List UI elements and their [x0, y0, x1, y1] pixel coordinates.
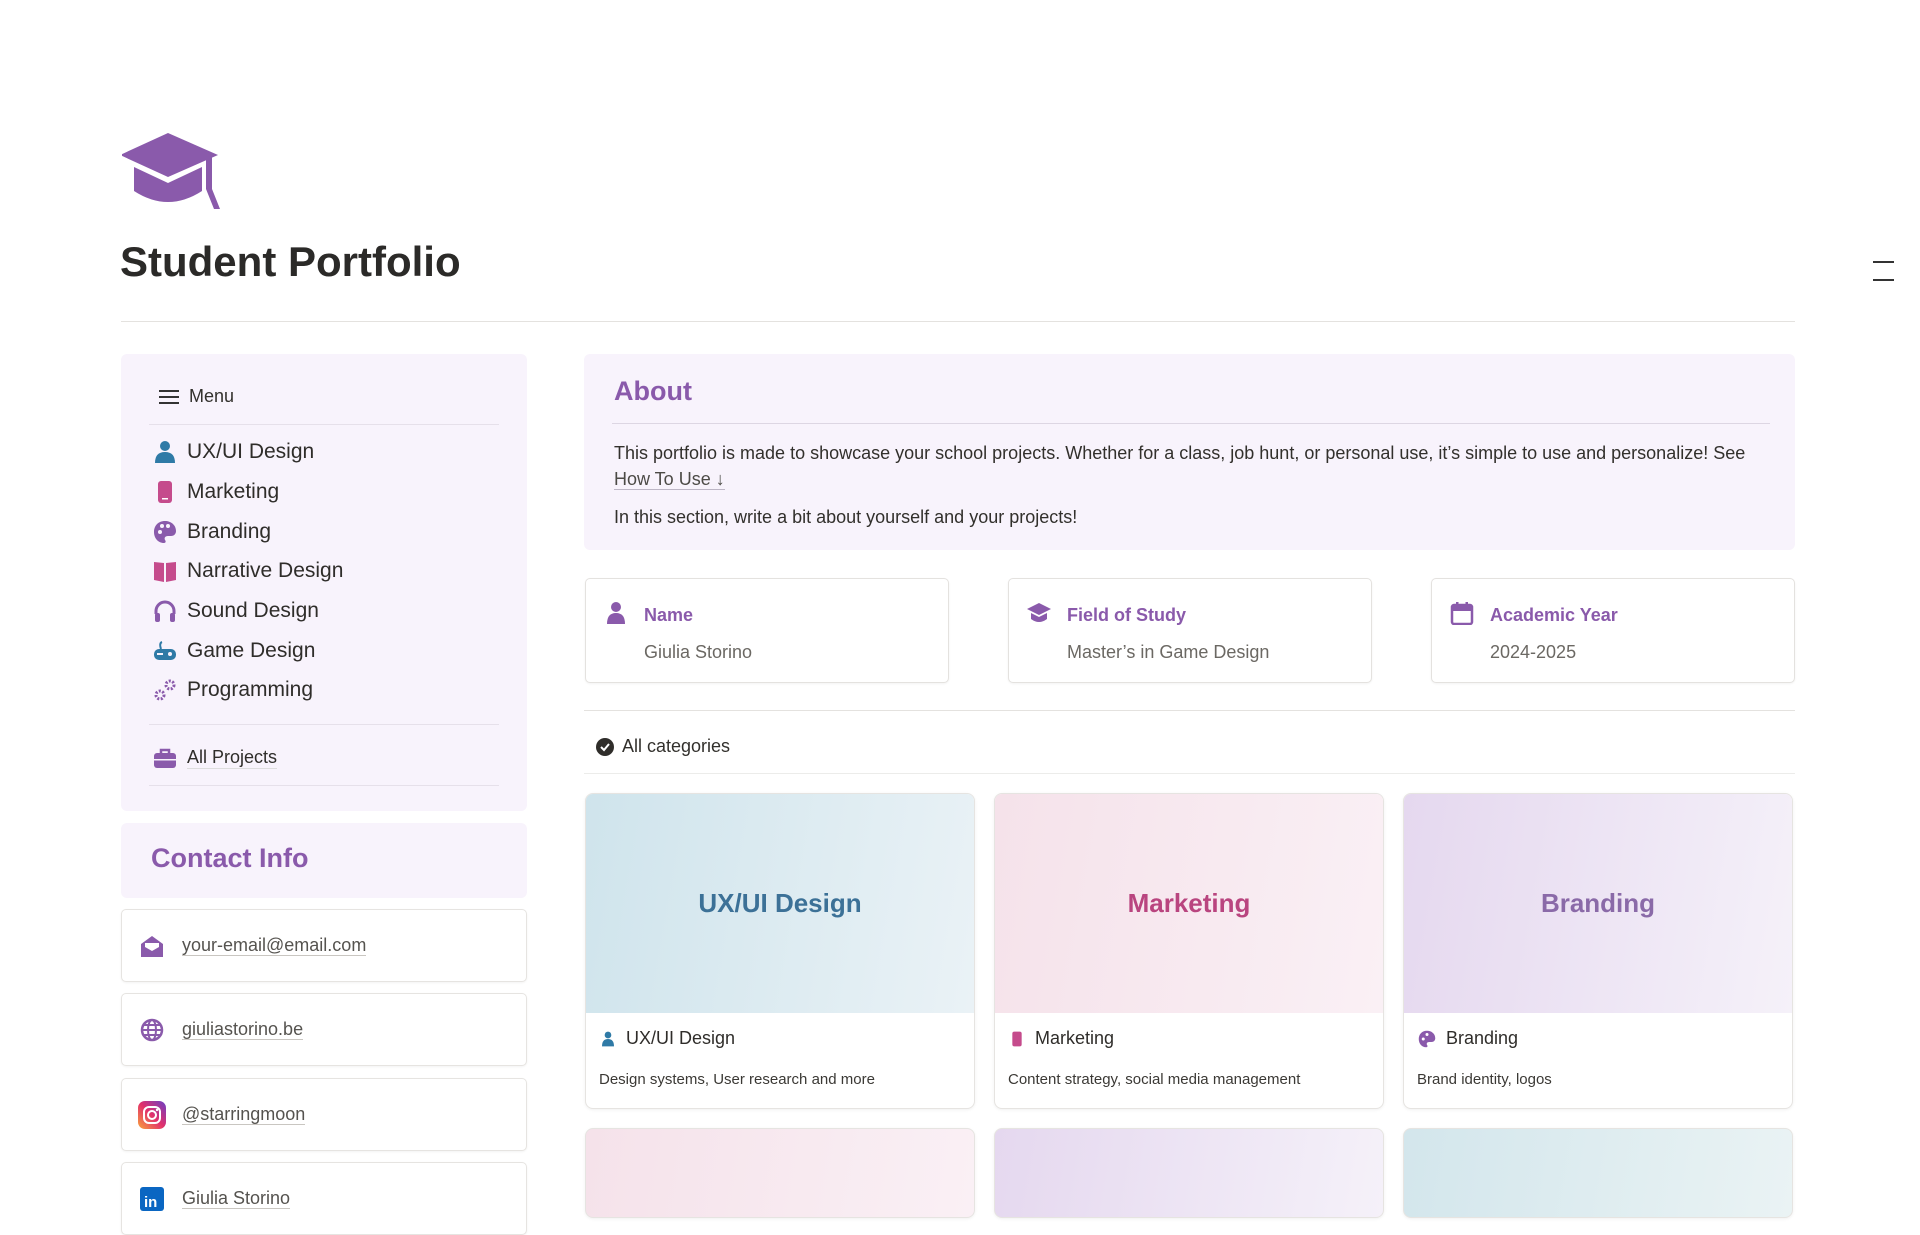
divider [612, 423, 1770, 424]
card-title: Branding [1418, 1028, 1518, 1049]
about-panel: About This portfolio is made to showcase… [584, 354, 1795, 550]
about-text-body: This portfolio is made to showcase your … [614, 443, 1746, 463]
card-cover: UX/UI Design [586, 794, 974, 1013]
gallery-card-branding[interactable]: Branding Branding Brand identity, logos [1403, 793, 1793, 1109]
page-title: Student Portfolio [120, 238, 461, 285]
linkedin-icon: in [140, 1187, 164, 1211]
envelope-open-icon [141, 936, 163, 957]
calendar-icon [1450, 602, 1474, 625]
menu-item-game-design[interactable]: Game Design [153, 639, 315, 663]
card-title-text: UX/UI Design [626, 1028, 736, 1048]
about-text: This portfolio is made to showcase your … [614, 440, 1764, 492]
divider [584, 710, 1795, 711]
graduation-cap-icon [122, 133, 220, 209]
card-cover: Marketing [995, 794, 1383, 1013]
info-value: Master’s in Game Design [1067, 642, 1270, 662]
menu-item-label: Game Design [187, 639, 316, 662]
divider [149, 785, 499, 786]
divider [149, 424, 499, 425]
menu-item-label: Narrative Design [187, 559, 344, 582]
menu-item-label: Programming [187, 678, 314, 701]
gallery-card[interactable] [994, 1128, 1384, 1218]
card-title: UX/UI Design [600, 1028, 735, 1049]
palette-icon [1418, 1030, 1436, 1047]
person-icon [607, 602, 625, 624]
contact-email[interactable]: your-email@email.com [121, 909, 527, 982]
contact-title: Contact Info [151, 843, 309, 873]
book-icon [154, 562, 176, 582]
info-card-name: Name Giulia Storino [585, 578, 949, 683]
gallery-card[interactable] [585, 1128, 975, 1218]
toc-marker[interactable] [1873, 279, 1894, 281]
person-icon [155, 441, 175, 463]
gallery-card-ux-ui[interactable]: UX/UI Design UX/UI Design Design systems… [585, 793, 975, 1109]
check-circle-icon [596, 737, 614, 756]
card-title-text: Branding [1446, 1028, 1519, 1048]
gallery-card[interactable] [1403, 1128, 1793, 1218]
instagram-link[interactable]: @starringmoon [182, 1104, 306, 1125]
menu-header: Menu [159, 386, 234, 407]
menu-item-label: Branding [187, 520, 272, 543]
info-value: 2024-2025 [1490, 642, 1577, 662]
menu-panel: Menu UX/UI Design Marketing Branding Nar… [121, 354, 527, 811]
all-projects-link[interactable]: All Projects [153, 746, 278, 770]
menu-item-programming[interactable]: Programming [153, 678, 313, 702]
card-description: Design systems, User research and more [599, 1071, 875, 1088]
info-card-field-of-study: Field of Study Master’s in Game Design [1008, 578, 1372, 683]
menu-item-label: Sound Design [187, 599, 319, 622]
email-link[interactable]: your-email@email.com [182, 935, 367, 956]
phone-icon [158, 481, 172, 503]
all-projects-label: All Projects [187, 747, 278, 769]
menu-item-sound-design[interactable]: Sound Design [153, 599, 319, 623]
contact-website[interactable]: giuliastorino.be [121, 993, 527, 1066]
card-title-text: Marketing [1035, 1028, 1115, 1048]
contact-instagram[interactable]: @starringmoon [121, 1078, 527, 1151]
menu-item-narrative-design[interactable]: Narrative Design [153, 559, 343, 583]
info-label: Name [644, 605, 694, 625]
menu-item-label: Marketing [187, 480, 280, 503]
briefcase-icon [154, 748, 176, 768]
contact-info-header: Contact Info [121, 823, 527, 898]
how-to-use-link[interactable]: How To Use ↓ [614, 469, 725, 490]
menu-item-ux-ui-design[interactable]: UX/UI Design [153, 440, 314, 464]
info-label: Field of Study [1067, 605, 1186, 625]
divider [584, 773, 1795, 774]
menu-header-label: Menu [189, 386, 235, 406]
filter-label: All categories [622, 736, 731, 756]
menu-item-label: UX/UI Design [187, 440, 315, 463]
divider [121, 321, 1795, 322]
toc-marker[interactable] [1873, 261, 1894, 263]
gallery-card-marketing[interactable]: Marketing Marketing Content strategy, so… [994, 793, 1384, 1109]
instagram-icon [138, 1101, 166, 1129]
gears-icon [154, 679, 176, 701]
globe-icon [140, 1018, 164, 1042]
card-cover: Branding [1404, 794, 1792, 1013]
card-title: Marketing [1009, 1028, 1114, 1049]
info-card-academic-year: Academic Year 2024-2025 [1431, 578, 1795, 683]
person-icon [602, 1031, 614, 1046]
info-value: Giulia Storino [644, 642, 753, 662]
all-categories-tab[interactable]: All categories [596, 736, 730, 757]
about-text-2: In this section, write a bit about yours… [614, 507, 1078, 527]
info-label: Academic Year [1490, 605, 1618, 625]
website-link[interactable]: giuliastorino.be [182, 1019, 304, 1040]
svg-text:in: in [144, 1194, 157, 1211]
card-description: Brand identity, logos [1417, 1071, 1552, 1088]
menu-item-marketing[interactable]: Marketing [153, 480, 279, 504]
hamburger-icon [159, 389, 179, 404]
divider [149, 724, 499, 725]
palette-icon [154, 521, 176, 543]
graduation-cap-icon [1027, 603, 1051, 622]
gamepad-icon [154, 641, 176, 660]
headphones-icon [154, 600, 176, 622]
about-title: About [614, 376, 692, 406]
phone-icon [1012, 1031, 1022, 1046]
card-description: Content strategy, social media managemen… [1008, 1071, 1301, 1088]
menu-item-branding[interactable]: Branding [153, 520, 271, 544]
